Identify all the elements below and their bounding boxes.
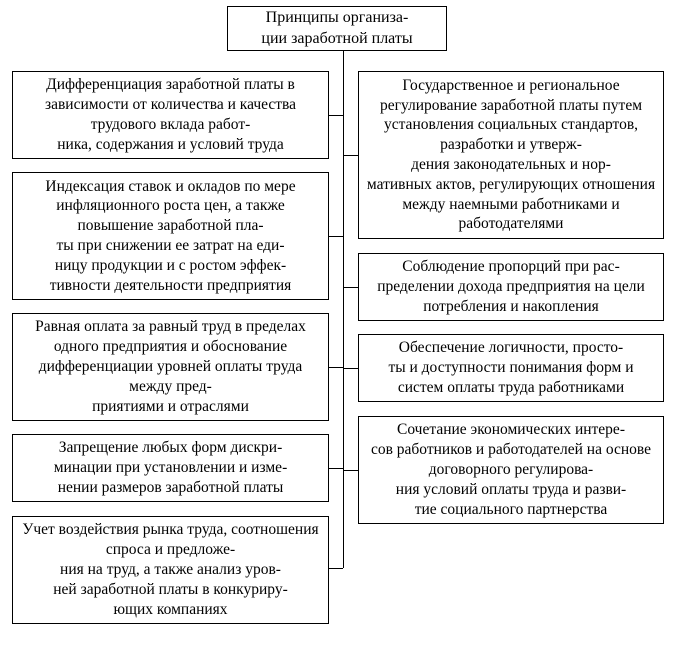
box-text: Принципы организа-ции заработной платы	[261, 8, 412, 49]
connector-line	[329, 367, 343, 368]
connector-line	[343, 155, 358, 156]
box-text: Учет воздействия рынка труда, соотношени…	[19, 520, 322, 619]
left-box-3: Запрещение любых форм дискри-минации при…	[12, 434, 329, 502]
box-text: Равная оплата за равный труд в пределах …	[19, 317, 322, 416]
right-box-2: Обеспечение логичности, просто-ты и дост…	[358, 334, 664, 402]
left-box-0: Дифференциация заработной платы в зависи…	[12, 71, 329, 159]
box-text: Запрещение любых форм дискри-минации при…	[54, 438, 287, 497]
box-text: Государственное и региональное регулиров…	[365, 76, 657, 235]
box-text: Обеспечение логичности, просто-ты и дост…	[365, 338, 657, 397]
connector-line	[329, 468, 343, 469]
left-box-1: Индексация ставок и окладов по мере инфл…	[12, 172, 329, 300]
connector-line	[329, 115, 343, 116]
connector-line	[343, 51, 344, 71]
connector-line	[329, 568, 343, 569]
box-text: Сочетание экономических интере-сов работ…	[365, 420, 657, 519]
right-box-3: Сочетание экономических интере-сов работ…	[358, 416, 664, 524]
box-text: Соблюдение пропорций при рас-пределении …	[365, 257, 657, 316]
connector-line	[343, 470, 358, 471]
connector-line	[329, 236, 343, 237]
connector-line	[343, 368, 358, 369]
left-box-2: Равная оплата за равный труд в пределах …	[12, 313, 329, 421]
box-text: Дифференциация заработной платы в зависи…	[19, 75, 322, 154]
left-box-4: Учет воздействия рынка труда, соотношени…	[12, 516, 329, 624]
root-box: Принципы организа-ции заработной платы	[227, 6, 447, 51]
right-box-1: Соблюдение пропорций при рас-пределении …	[358, 253, 664, 321]
right-box-0: Государственное и региональное регулиров…	[358, 71, 664, 239]
connector-line	[343, 287, 358, 288]
connector-line	[343, 71, 344, 568]
box-text: Индексация ставок и окладов по мере инфл…	[19, 177, 322, 296]
